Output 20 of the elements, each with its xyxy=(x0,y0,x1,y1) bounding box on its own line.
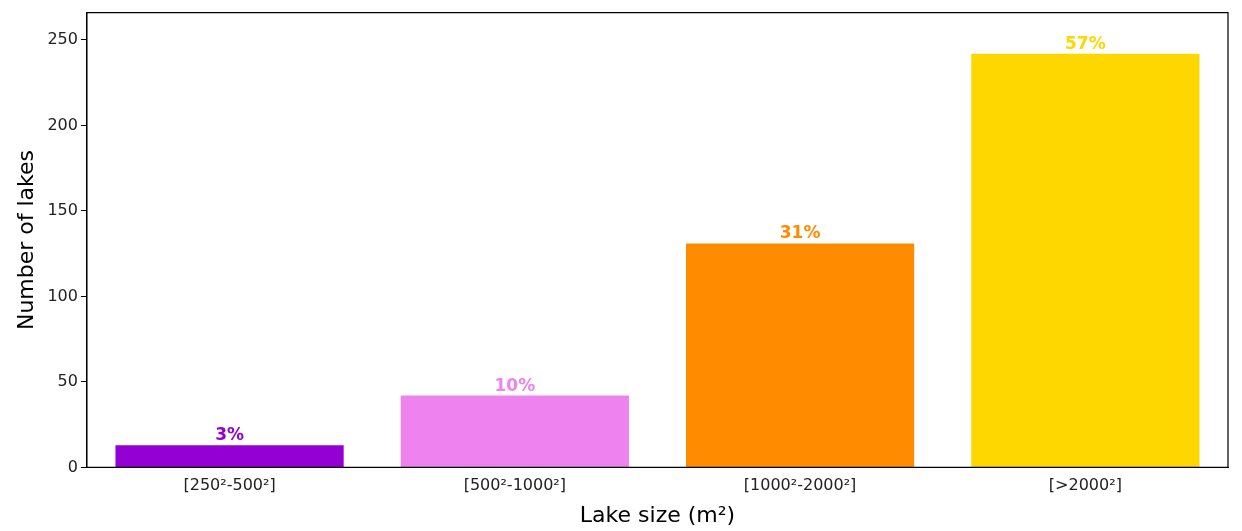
bar xyxy=(971,53,1200,467)
annotation: 3% xyxy=(215,424,245,445)
annotation: 10% xyxy=(494,374,536,395)
y-tick-label: 0 xyxy=(67,456,78,476)
x-tick-label: [250²-500²] xyxy=(183,475,276,495)
x-axis-title: Lake size (m²) xyxy=(579,501,736,527)
bar xyxy=(115,445,344,467)
x-tick-label: [>2000²] xyxy=(1048,475,1122,495)
y-tick-label: 150 xyxy=(47,200,78,220)
y-tick-label: 50 xyxy=(57,371,78,391)
x-tick-label: [1000²-2000²] xyxy=(743,475,857,495)
annotation: 31% xyxy=(779,222,821,243)
annotation: 57% xyxy=(1065,32,1106,53)
y-tick-label: 100 xyxy=(47,285,78,305)
y-axis-title: Number of lakes xyxy=(12,149,38,331)
bar xyxy=(686,243,915,467)
x-tick-label: [500²-1000²] xyxy=(463,475,567,495)
bar xyxy=(400,395,629,467)
y-tick-label: 250 xyxy=(47,29,78,49)
y-tick-label: 200 xyxy=(47,114,78,134)
